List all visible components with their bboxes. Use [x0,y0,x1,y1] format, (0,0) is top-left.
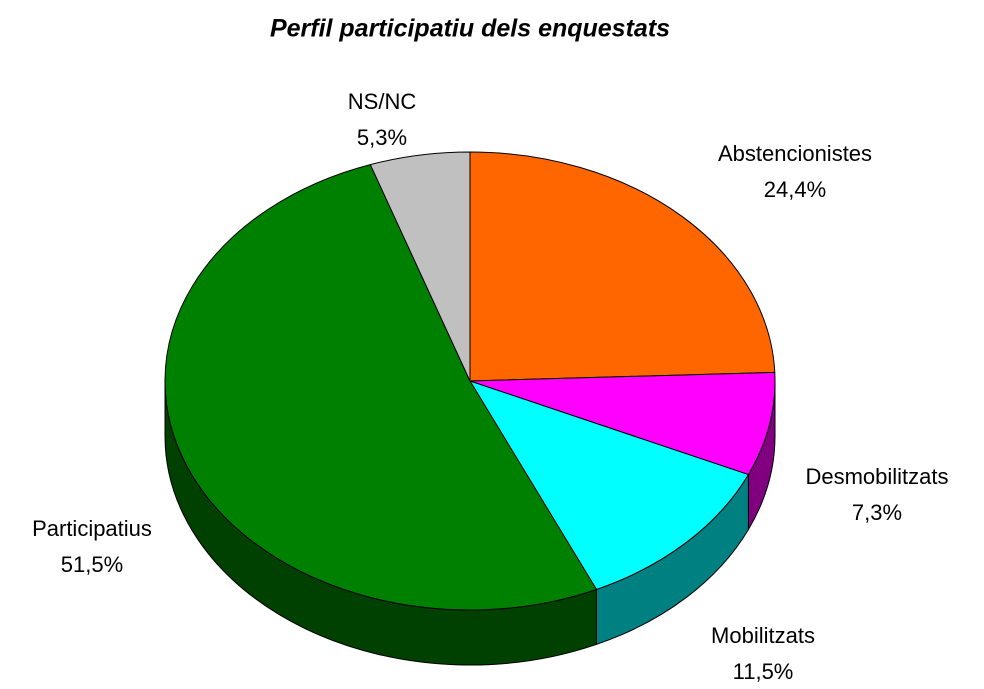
slice [469,380,749,590]
value-label: 24,4% [764,177,826,202]
value-label: 7,3% [852,500,902,525]
slice [469,151,776,382]
value-label: 51,5% [61,552,123,577]
slice-label: Abstencionistes [718,141,872,166]
slice-label: Desmobilitzats [805,464,948,489]
value-label: 11,5% [733,659,794,684]
slice [469,371,776,476]
slice [369,151,471,382]
slice-label: NS/NC [348,89,417,114]
slice-label: Participatius [32,516,152,541]
value-label: 5,3% [357,125,407,150]
slice-label: Mobilitzats [711,623,815,648]
chart-title: Perfil participatiu dels enquestats [270,15,670,43]
slice [164,164,597,611]
